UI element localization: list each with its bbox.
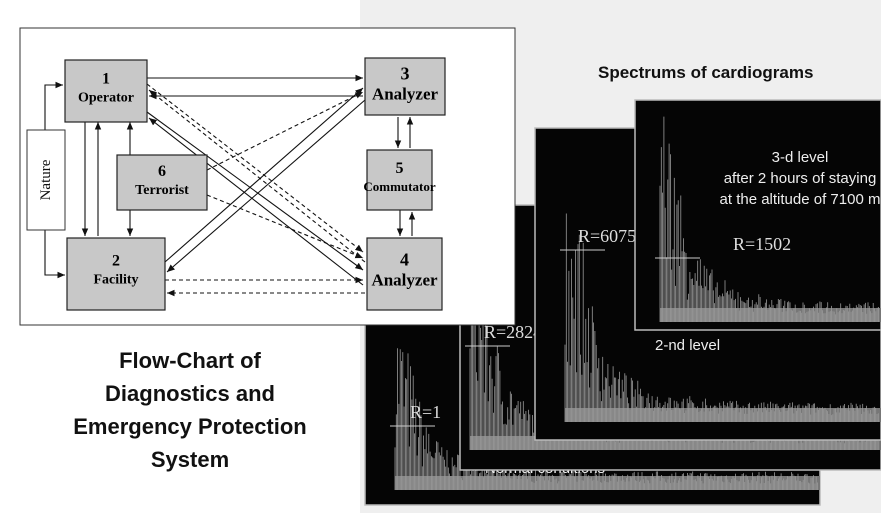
arrows: [44, 74, 416, 297]
spectrum-trace: [564, 213, 879, 422]
node-number: 1: [102, 71, 110, 88]
caption-line: System: [151, 447, 229, 472]
node: 2 Facility: [66, 237, 166, 311]
node-box: [116, 154, 208, 211]
node-box: [64, 59, 148, 123]
r-label: R=1: [410, 402, 441, 422]
nature-label: Nature: [38, 159, 54, 200]
panel-text: after 2 hours of staying: [724, 170, 877, 187]
caption-line: Emergency Protection: [73, 414, 307, 439]
spectrum-trace: [394, 348, 818, 490]
r-label: R=1502: [733, 234, 791, 254]
node: 6 Terrorist: [116, 154, 208, 211]
node-box: [366, 237, 443, 311]
spectra-title: Spectrums of cardiograms: [598, 63, 813, 82]
spectra: R=1Normal conditionsR=28247100 m, 1-st l…: [364, 99, 881, 506]
node: 1 Operator: [64, 59, 148, 123]
node-number: 4: [400, 249, 409, 269]
panel-text: 3-d level: [772, 149, 829, 166]
node-box: [66, 237, 166, 311]
spectrum-panel: R=1502 3-d level after 2 hours of staying a…: [634, 99, 881, 331]
caption-line: Diagnostics and: [105, 381, 275, 406]
node-number: 3: [401, 64, 410, 84]
r-label: R=2824: [484, 322, 542, 342]
node-number: 2: [112, 252, 120, 269]
r-label: R=6075: [578, 226, 636, 246]
panel-text: 2-nd level: [655, 337, 720, 354]
node-label: Analyzer: [371, 270, 438, 289]
spectrum-floor: [565, 408, 881, 422]
node-label: Operator: [78, 91, 134, 106]
node-box: [366, 149, 433, 211]
node-label: Terrorist: [135, 183, 189, 198]
panel-text: at the altitude of 7100 m: [720, 191, 881, 208]
node-number: 6: [158, 163, 166, 180]
spectrum-trace: [659, 116, 879, 322]
caption: Flow-Chart of Diagnostics and Emergency …: [73, 348, 307, 472]
node-number: 5: [396, 160, 404, 177]
nature-box: [26, 129, 66, 231]
caption-line: Flow-Chart of: [119, 348, 261, 373]
node-label: Commutator: [363, 179, 435, 194]
node-box: [364, 57, 446, 116]
node-label: Analyzer: [372, 85, 439, 104]
node: 5 Commutator: [363, 149, 436, 211]
node-label: Facility: [93, 272, 138, 287]
